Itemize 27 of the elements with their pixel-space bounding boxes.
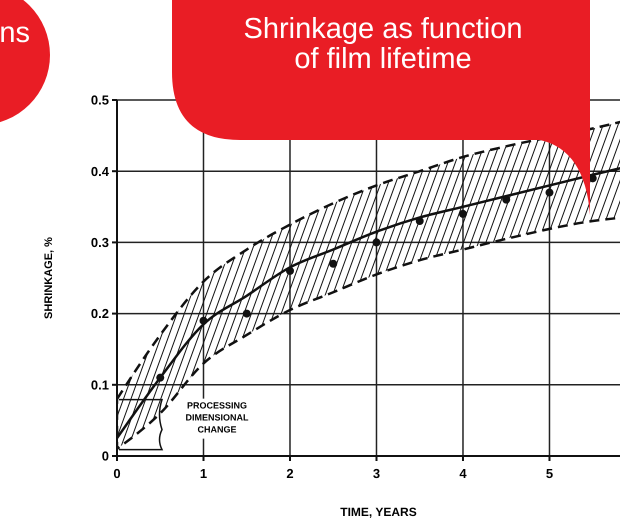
x-tick-label: 2 bbox=[286, 466, 294, 481]
point bbox=[416, 217, 424, 226]
point bbox=[286, 266, 294, 275]
annotation: PROCESSING DIMENSIONAL CHANGE bbox=[186, 400, 249, 435]
x-tick-label: 3 bbox=[372, 466, 380, 481]
x-axis-title: TIME, YEARS bbox=[340, 505, 417, 519]
y-axis-title: SHRINKAGE, % bbox=[43, 236, 55, 319]
chart-title: Shrinkage as function of film lifetime bbox=[244, 13, 522, 75]
point bbox=[156, 374, 164, 382]
x-tick-label: 0 bbox=[113, 466, 121, 481]
point bbox=[458, 210, 467, 218]
point bbox=[329, 260, 338, 268]
y-tick-label: 0 bbox=[102, 448, 109, 464]
y-tick-label: 0.1 bbox=[90, 377, 109, 392]
text: ns bbox=[0, 17, 30, 49]
point bbox=[372, 238, 380, 246]
y-tick-label: 0.5 bbox=[90, 92, 109, 108]
x-tick-label: 5 bbox=[546, 466, 554, 481]
x-tick-label: 1 bbox=[200, 466, 208, 481]
y-tick-label: 0.3 bbox=[90, 234, 109, 250]
y-tick-label: 0.2 bbox=[90, 306, 109, 322]
point bbox=[502, 196, 510, 204]
x-tick-label: 4 bbox=[459, 466, 468, 481]
point bbox=[242, 310, 251, 318]
y-tick-label: 0.4 bbox=[90, 164, 110, 179]
point bbox=[545, 188, 554, 197]
point bbox=[199, 316, 208, 325]
